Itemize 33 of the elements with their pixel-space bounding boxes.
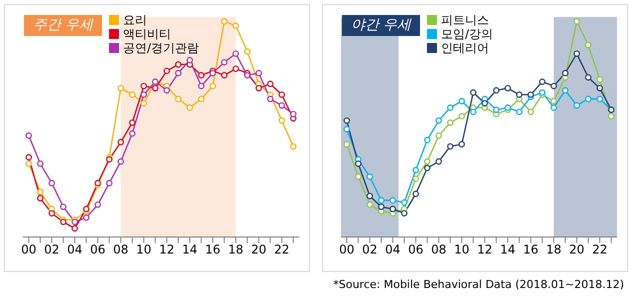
x-tick-label: 04 — [385, 242, 400, 257]
x-tick-label: 20 — [569, 242, 584, 257]
x-tick-label: 12 — [159, 242, 174, 257]
x-tick-label: 16 — [523, 242, 538, 257]
legend-label: 액티비티 — [123, 27, 171, 41]
x-tick-label: 00 — [21, 242, 36, 257]
x-tick-label: 02 — [44, 242, 60, 257]
x-tick-label: 10 — [454, 242, 470, 257]
x-tick-label: 04 — [67, 242, 82, 257]
x-tick-label: 08 — [113, 242, 128, 257]
x-tick-label: 14 — [182, 242, 198, 257]
chart-title: 주간 우세 — [24, 15, 102, 36]
x-tick-label: 02 — [362, 242, 378, 257]
x-tick-label: 22 — [592, 242, 608, 257]
x-tick-label: 14 — [500, 242, 516, 257]
x-tick-label: 00 — [339, 242, 354, 257]
x-tick-label: 06 — [408, 242, 424, 257]
x-tick-label: 06 — [90, 242, 106, 257]
chart-title: 야간 우세 — [342, 15, 420, 36]
x-tick-label: 10 — [136, 242, 152, 257]
x-tick-label: 20 — [251, 242, 266, 257]
x-tick-label: 18 — [546, 242, 562, 257]
x-tick-label: 18 — [228, 242, 244, 257]
x-tick-label: 16 — [205, 242, 220, 257]
legend-label: 공연/경기관람 — [123, 41, 200, 55]
legend-label: 피트니스 — [441, 13, 489, 27]
legend-label: 요리 — [123, 13, 147, 27]
x-tick-label: 08 — [431, 242, 446, 257]
legend-label: 모임/강의 — [441, 27, 494, 41]
text: *Source: Mobile Behavioral Data (2018.01~2018.12) — [333, 278, 624, 291]
x-tick-label: 12 — [477, 242, 492, 257]
x-tick-label: 22 — [274, 242, 290, 257]
legend-label: 인테리어 — [441, 41, 489, 55]
